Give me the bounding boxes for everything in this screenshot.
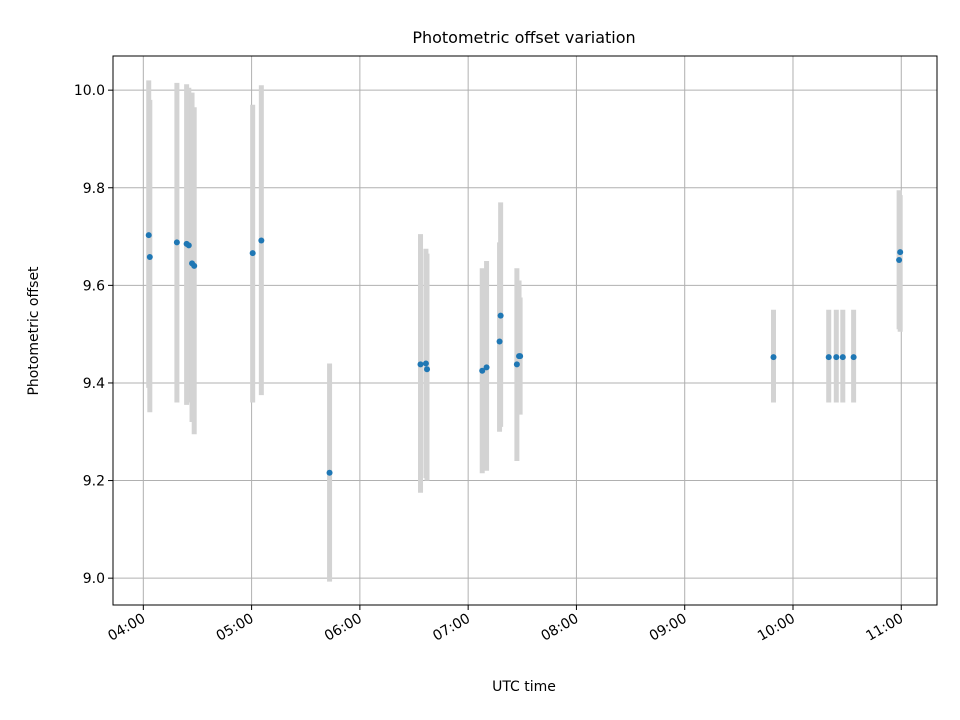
y-tick-label: 9.0 [83,571,105,587]
data-point [513,361,520,368]
y-tick-label: 9.2 [83,474,105,490]
chart-title: Photometric offset variation [412,28,635,47]
data-point [770,354,777,361]
data-point [825,354,832,361]
y-axis-label: Photometric offset [26,266,42,396]
data-point [897,249,904,256]
data-point [497,312,504,319]
data-point [479,367,486,374]
data-point [833,354,840,361]
y-axis: 9.0 9.2 9.4 9.6 9.8 10.0 [74,83,113,587]
data-point [424,366,431,373]
y-tick-label: 9.4 [83,376,105,392]
y-tick-label: 9.8 [83,181,105,197]
data-point [496,338,503,345]
plot-area-frame [112,55,938,606]
data-point [417,361,424,368]
data-point [517,353,524,360]
data-point [326,469,333,476]
data-point [258,237,265,244]
data-point [145,232,152,239]
data-point [896,256,903,263]
data-point [185,242,192,249]
x-axis-label: UTC time [492,679,556,695]
data-point [422,360,429,367]
data-point [191,262,198,269]
grid [113,56,937,605]
data-point [249,250,256,257]
data-point [850,354,857,361]
y-tick-label: 9.6 [83,278,105,294]
y-tick-label: 10.0 [74,83,105,99]
data-points [145,232,904,476]
data-point [173,239,180,246]
data-point [839,354,846,361]
data-point [146,254,153,261]
data-point [483,364,490,371]
